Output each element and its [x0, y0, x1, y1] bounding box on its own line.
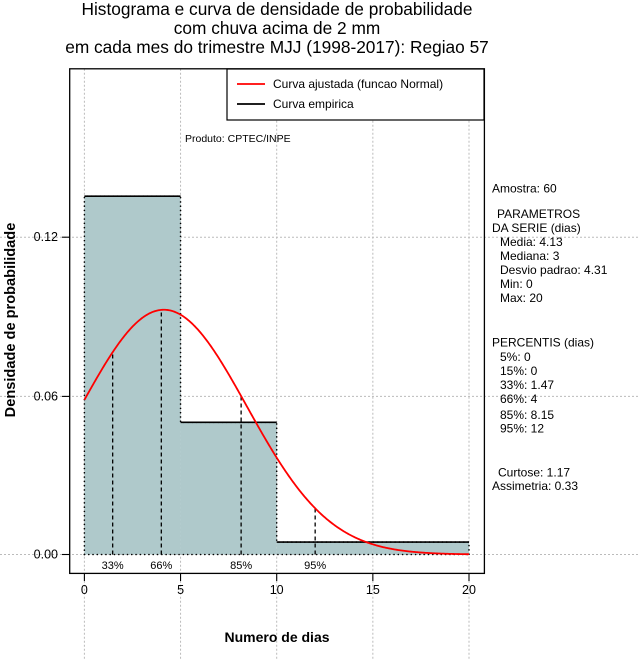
svg-text:20: 20	[462, 583, 476, 597]
svg-text:Produto: CPTEC/INPE: Produto: CPTEC/INPE	[185, 133, 291, 145]
svg-text:Histograma e curva de densidad: Histograma e curva de densidade de proba…	[81, 0, 472, 19]
svg-text:Amostra: 60: Amostra: 60	[492, 182, 557, 196]
svg-text:33%: 33%	[102, 560, 124, 572]
svg-text:com chuva acima de 2 mm: com chuva acima de 2 mm	[174, 18, 381, 38]
svg-text:DA SERIE (dias): DA SERIE (dias)	[492, 221, 581, 235]
svg-text:Desvio padrao: 4.31: Desvio padrao: 4.31	[500, 263, 608, 277]
svg-text:Densidade de probabilidade: Densidade de probabilidade	[3, 223, 19, 418]
svg-text:Max: 20: Max: 20	[500, 291, 543, 305]
svg-text:66%: 66%	[150, 560, 172, 572]
svg-text:Numero de dias: Numero de dias	[224, 629, 329, 645]
svg-text:Mediana: 3: Mediana: 3	[500, 249, 560, 263]
svg-text:0.00: 0.00	[34, 548, 58, 562]
svg-text:33%: 1.47: 33%: 1.47	[500, 378, 554, 392]
svg-text:Curva empirica: Curva empirica	[273, 97, 354, 111]
svg-text:0: 0	[81, 583, 88, 597]
svg-text:PERCENTIS (dias): PERCENTIS (dias)	[492, 335, 594, 349]
svg-text:15%: 0: 15%: 0	[500, 364, 538, 378]
svg-text:Media: 4.13: Media: 4.13	[500, 235, 563, 249]
svg-text:PARAMETROS: PARAMETROS	[497, 207, 580, 221]
svg-text:0.06: 0.06	[34, 389, 58, 403]
svg-text:15: 15	[366, 583, 380, 597]
svg-text:85%: 85%	[230, 560, 252, 572]
svg-text:0.12: 0.12	[34, 230, 58, 244]
svg-text:5: 5	[177, 583, 184, 597]
svg-text:95%: 12: 95%: 12	[500, 422, 544, 436]
svg-text:5%: 0: 5%: 0	[500, 350, 531, 364]
svg-text:85%: 8.15: 85%: 8.15	[500, 408, 554, 422]
svg-text:Curtose: 1.17: Curtose: 1.17	[498, 465, 570, 479]
svg-text:95%: 95%	[304, 560, 326, 572]
svg-text:66%: 4: 66%: 4	[500, 392, 538, 406]
svg-text:Curva ajustada (funcao Normal): Curva ajustada (funcao Normal)	[273, 77, 443, 91]
svg-text:10: 10	[270, 583, 284, 597]
svg-text:Assimetria: 0.33: Assimetria: 0.33	[492, 479, 578, 493]
svg-text:em cada mes do trimestre MJJ (: em cada mes do trimestre MJJ (1998-2017)…	[65, 37, 489, 57]
svg-text:Min: 0: Min: 0	[500, 277, 533, 291]
